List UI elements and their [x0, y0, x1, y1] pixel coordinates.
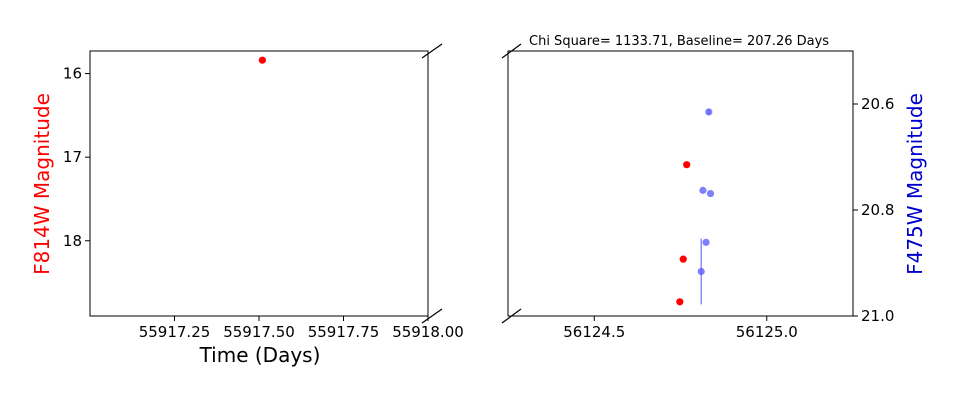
left-panel: 55917.25 55917.50 55917.75 55918.00 16 17 18	[63, 50, 464, 341]
left-x-tick-label: 55917.50	[223, 323, 295, 341]
f475w-point	[706, 189, 715, 198]
right-panel: 56124.5 56125.0 20.6 20.8 21.0	[507, 50, 894, 341]
left-x-tick-label: 55917.25	[139, 323, 211, 341]
f814w-point	[679, 255, 687, 263]
left-y-tick-label: 18	[63, 232, 82, 250]
break-mark-right-top	[501, 43, 522, 59]
left-y-tick-label: 16	[63, 65, 82, 83]
f475w-point	[697, 267, 705, 276]
left-x-tick-label: 55917.75	[308, 323, 380, 341]
y-axis-label-left: F814W Magnitude	[30, 93, 54, 275]
left-x-ticks: 55917.25 55917.50 55917.75 55918.00	[139, 316, 464, 341]
right-plot-frame	[507, 50, 854, 317]
left-y-ticks: 16 17 18	[63, 65, 90, 250]
f814w-point	[676, 298, 684, 306]
break-mark-left-bottom	[421, 308, 443, 324]
f475w-point	[699, 186, 707, 194]
f475w-point	[705, 108, 713, 116]
chart-title: Chi Square= 1133.71, Baseline= 207.26 Da…	[529, 34, 829, 49]
f814w-point	[683, 161, 691, 169]
right-x-tick-label: 56124.5	[563, 323, 625, 341]
right-y-tick-label: 20.8	[861, 201, 894, 219]
axis-break-marks	[421, 43, 522, 324]
break-mark-right-bottom	[501, 308, 522, 324]
y-axis-label-right: F475W Magnitude	[903, 93, 927, 275]
break-mark-left-top	[421, 43, 443, 59]
left-data-points	[258, 56, 266, 64]
x-axis-label: Time (Days)	[199, 343, 321, 367]
f814w-point	[258, 56, 266, 64]
right-x-tick-label: 56125.0	[736, 323, 798, 341]
right-x-ticks: 56124.5 56125.0	[563, 316, 798, 341]
f475w-point	[702, 238, 710, 246]
left-y-tick-label: 17	[63, 148, 82, 166]
right-y-tick-label: 21.0	[861, 307, 894, 325]
left-plot-frame	[89, 50, 429, 317]
right-y-ticks: 20.6 20.8 21.0	[853, 95, 894, 325]
left-x-tick-label: 55918.00	[392, 323, 464, 341]
right-data-points	[676, 108, 715, 306]
right-y-tick-label: 20.6	[861, 95, 894, 113]
